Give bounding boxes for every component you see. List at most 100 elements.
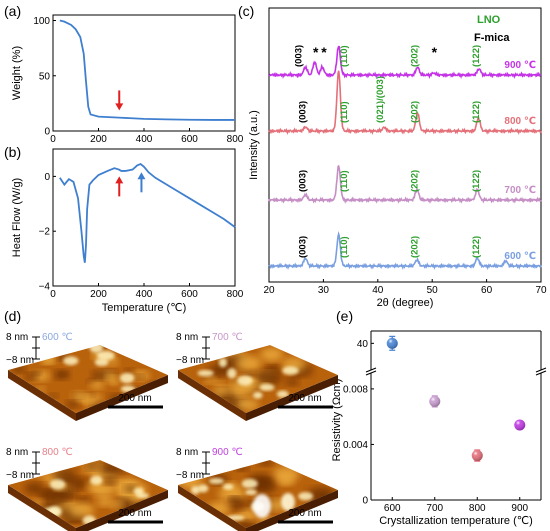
afm-peak <box>282 366 299 375</box>
xrd-xtick-label: 50 <box>427 285 439 296</box>
tga-ytick-label: 100 <box>33 16 50 27</box>
dsc-ytick-label: −4 <box>39 282 51 293</box>
afm-peak <box>298 491 314 501</box>
afm-grain <box>213 385 230 395</box>
afm-grain <box>96 496 114 507</box>
xrd-peak-label: (202) <box>410 101 421 123</box>
afm-peak <box>227 368 237 379</box>
afm-peak <box>197 484 209 493</box>
afm-grain <box>203 376 216 384</box>
afm-grain <box>259 347 284 362</box>
xrd-legend-fmica: F-mica <box>474 32 510 44</box>
afm-grain <box>49 393 58 399</box>
afm-temp-label: 700 ℃ <box>212 332 243 343</box>
res-xlabel: Crystallization temperature (℃) <box>379 515 533 527</box>
xrd-peak-label: (021)/(003) <box>375 76 386 123</box>
tga-xtick-label: 600 <box>181 134 198 145</box>
res-break-mark <box>365 367 377 373</box>
res-xtick-label: 700 <box>426 503 443 514</box>
dsc-xtick-label: 800 <box>227 289 244 300</box>
afm-grain <box>59 371 68 377</box>
afm-side <box>246 490 338 531</box>
dsc-curve <box>59 163 236 263</box>
xrd-peak-label: (110) <box>339 101 350 123</box>
tga-xtick-label: 800 <box>227 134 244 145</box>
tga-ylabel: Weight (%) <box>11 46 23 100</box>
afm-grain <box>240 400 248 406</box>
xrd-peak-label: (110) <box>339 170 350 192</box>
afm-grain <box>110 501 124 509</box>
afm-grain <box>42 355 57 364</box>
afm-scale-top: 8 nm <box>6 332 28 343</box>
afm-grain <box>89 380 105 390</box>
afm-scale-bar-label: 200 nm <box>118 508 151 519</box>
xrd-peak-label: (003) <box>297 170 308 192</box>
afm-scale-bar-label: 200 nm <box>288 393 321 404</box>
res-point-shade <box>429 395 441 407</box>
tga-xtick-label: 0 <box>50 134 56 145</box>
tga-curve <box>59 19 235 121</box>
xrd-series-600 <box>268 231 542 271</box>
panel-label-e: (e) <box>336 308 353 324</box>
dsc-xtick-label: 0 <box>50 289 56 300</box>
dsc-xtick-label: 600 <box>181 289 198 300</box>
afm-grain <box>77 496 90 504</box>
tga-arrow-head <box>115 103 124 111</box>
xrd-star: * <box>313 44 319 60</box>
afm-grain <box>99 461 125 476</box>
xrd-xtick-label: 40 <box>372 285 384 296</box>
afm-grain <box>272 466 300 482</box>
afm-peak <box>237 375 253 386</box>
afm-grain <box>285 377 299 386</box>
afm-peak <box>49 479 66 490</box>
afm-peak <box>208 477 224 485</box>
afm-scale-top: 8 nm <box>6 447 28 458</box>
xrd-frame <box>268 7 542 283</box>
xrd-peak-label: (110) <box>339 45 350 67</box>
tga-chart: 0 200 400 600 800 0 50 100 Weight (%) <box>11 14 244 145</box>
res-point-shade <box>471 450 483 462</box>
afm-grain <box>228 496 239 502</box>
afm-grain <box>25 372 38 381</box>
afm-panel-600: 8 nm 600 ℃ −8 nm 200 nm <box>6 332 168 421</box>
res-break-mark <box>365 370 377 376</box>
xrd-peak-label: (202) <box>410 45 421 67</box>
afm-grain <box>234 520 256 528</box>
afm-grain <box>214 379 225 385</box>
afm-grain <box>53 469 77 483</box>
xrd-xtick-label: 60 <box>481 285 493 296</box>
afm-peak <box>190 485 200 495</box>
afm-grain <box>91 370 109 380</box>
afm-grain <box>238 465 249 471</box>
afm-scale-bar-label: 200 nm <box>288 508 321 519</box>
xrd-peak-label: (110) <box>339 236 350 258</box>
afm-scale-bottom: −8 nm <box>176 355 204 366</box>
dsc-arrow-blue-head <box>137 172 146 180</box>
afm-grain <box>123 484 137 493</box>
afm-peak <box>94 358 109 367</box>
afm-scale-bottom: −8 nm <box>6 355 34 366</box>
afm-scale-bottom: −8 nm <box>176 470 204 481</box>
res-upper-ytick-label: 40 <box>357 339 369 350</box>
res-xtick-label: 600 <box>384 503 401 514</box>
res-lower-ytick-label: 0.004 <box>343 440 368 451</box>
dsc-ylabel: Heat Flow (W/g) <box>11 178 23 257</box>
afm-side <box>8 370 76 421</box>
xrd-peak-label: (122) <box>471 45 482 67</box>
panel-label-d: (d) <box>4 308 21 324</box>
xrd-xtick-label: 70 <box>535 285 547 296</box>
xrd-series-label: 900 ℃ <box>504 60 536 71</box>
afm-grain <box>86 462 99 471</box>
afm-scale-top: 8 nm <box>176 332 198 343</box>
res-break-mark <box>535 370 547 376</box>
afm-grain <box>235 355 262 371</box>
tga-xtick-label: 200 <box>90 134 107 145</box>
afm-panel-800: 8 nm 800 ℃ −8 nm 200 nm <box>6 447 168 531</box>
xrd-peak-label: (122) <box>471 101 482 123</box>
tga-xtick-label: 400 <box>136 134 153 145</box>
afm-surface <box>178 460 338 528</box>
afm-grain <box>68 502 94 518</box>
xrd-series-label: 600 ℃ <box>504 251 536 262</box>
tga-ytick-label: 50 <box>39 71 51 82</box>
xrd-legend-lno: LNO <box>477 14 501 26</box>
